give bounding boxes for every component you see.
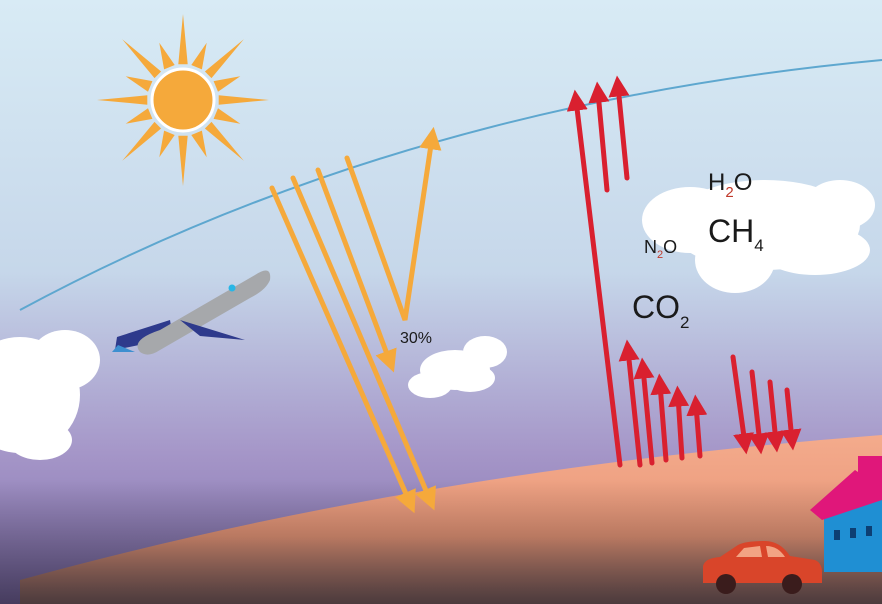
downward-infrared-arrow xyxy=(780,387,802,451)
sun-ray xyxy=(97,95,148,105)
sun-ray xyxy=(178,14,188,65)
car-icon xyxy=(703,541,822,594)
incoming-sunlight-arrow xyxy=(269,185,416,514)
escaping-infrared-arrow xyxy=(588,81,610,193)
sun-ray xyxy=(178,135,188,186)
carbon-dioxide-label: CO2 xyxy=(632,289,689,332)
nitrous-oxide-subscript: 2 xyxy=(657,249,663,261)
downward-infrared-arrow xyxy=(730,354,754,455)
sun-ray xyxy=(213,76,241,92)
sun-ray xyxy=(191,42,207,70)
sun-ray xyxy=(125,76,153,92)
methane-subscript: 4 xyxy=(754,236,763,255)
sun-ray xyxy=(125,108,153,124)
airplane-icon xyxy=(112,270,271,355)
sun-ray xyxy=(204,121,244,161)
escaping-infrared-arrow xyxy=(566,89,623,468)
sun-ray xyxy=(159,130,175,158)
upward-infrared-arrow xyxy=(618,339,643,468)
sun-ray xyxy=(204,39,244,79)
methane-label: CH4 xyxy=(708,213,764,255)
upward-infrared-arrow xyxy=(668,385,690,461)
upward-infrared-arrow xyxy=(686,394,708,459)
sun-ray xyxy=(122,121,162,161)
infrared-arrows xyxy=(566,75,802,468)
escaping-infrared-arrow xyxy=(608,75,630,181)
reflected-percent-label: 30% xyxy=(400,330,432,347)
nitrous-oxide-label: N2O xyxy=(644,237,677,261)
upward-infrared-arrow xyxy=(650,373,672,463)
sunlight-arrows xyxy=(269,126,442,514)
sun-ray xyxy=(191,130,207,158)
house-icon xyxy=(810,456,882,572)
downward-infrared-arrow xyxy=(748,369,770,455)
upward-infrared-arrow xyxy=(633,357,655,466)
carbon-dioxide-subscript: 2 xyxy=(680,313,689,332)
sun-ray xyxy=(213,108,241,124)
incoming-sunlight-arrow xyxy=(290,175,436,511)
downward-infrared-arrow xyxy=(764,379,786,453)
cloud-icon xyxy=(408,336,507,398)
reflected-sunlight-arrow xyxy=(344,126,442,321)
sun-ray xyxy=(159,42,175,70)
water-vapor-label: H2O xyxy=(708,169,752,201)
sun-ray xyxy=(122,39,162,79)
water-vapor-subscript: 2 xyxy=(725,184,733,201)
cloud-icon xyxy=(0,330,100,460)
cloud-icon xyxy=(642,180,875,293)
sun-icon xyxy=(97,14,269,186)
sun-ray xyxy=(218,95,269,105)
reflected-sunlight-arrow xyxy=(315,167,397,373)
